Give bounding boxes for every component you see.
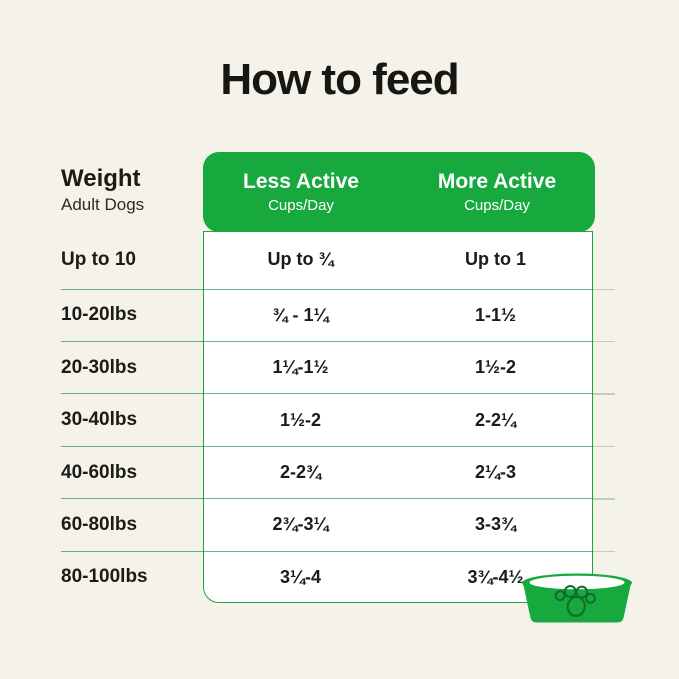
table-row: 80-100lbs 3¼-4 3¾-4½ <box>61 552 593 603</box>
less-active-cell: ¾ - 1¼ <box>272 304 329 325</box>
table-row: 60-80lbs 2¾-3¼ 3-3¾ <box>61 499 615 553</box>
table-rows: Up to 10 Up to ¾ Up to 1 10-20lbs ¾ - 1¼… <box>61 231 615 603</box>
weight-header-subtitle: Adult Dogs <box>61 195 145 215</box>
less-active-units: Cups/Day <box>268 196 334 214</box>
dog-bowl-paw-icon <box>516 573 638 632</box>
table-row: 20-30lbs 1¼-1½ 1½-2 <box>61 342 615 396</box>
more-active-cell: 1½-2 <box>474 357 517 378</box>
less-active-cell: 1½-2 <box>279 409 322 430</box>
more-active-cell: 2¼-3 <box>474 462 517 482</box>
weight-cell: 20-30lbs <box>61 356 138 378</box>
less-active-cell: 2-2¾ <box>279 462 322 482</box>
page-title: How to feed <box>220 55 459 104</box>
table-row: 40-60lbs 2-2¾ 2¼-3 <box>61 447 615 500</box>
weight-cell: 40-60lbs <box>61 461 138 483</box>
weight-cell: 60-80lbs <box>61 513 138 535</box>
table-row: Up to 10 Up to ¾ Up to 1 <box>61 231 615 290</box>
more-active-units: Cups/Day <box>464 196 530 214</box>
table-body-background <box>203 231 593 603</box>
table-row: 30-40lbs 1½-2 2-2¼ <box>61 394 615 448</box>
more-active-cell: 1-1½ <box>474 304 517 325</box>
less-active-cell: 2¾-3¼ <box>272 514 329 535</box>
less-active-label: Less Active <box>243 170 359 194</box>
less-active-cell: Up to ¾ <box>267 249 334 270</box>
weight-cell: 10-20lbs <box>61 304 138 326</box>
less-active-cell: 1¼-1½ <box>272 357 329 378</box>
more-active-cell: 3-3¾ <box>474 514 517 535</box>
weight-cell: 30-40lbs <box>61 409 138 431</box>
more-active-cell: Up to 1 <box>465 249 526 270</box>
more-active-cell: 2-2¼ <box>474 409 517 430</box>
table-header: Less Active Cups/Day More Active Cups/Da… <box>203 152 595 232</box>
more-active-header: More Active Cups/Day <box>399 170 595 213</box>
less-active-header: Less Active Cups/Day <box>203 170 399 213</box>
less-active-cell: 3¼-4 <box>279 566 322 587</box>
weight-header-title: Weight <box>61 165 141 192</box>
weight-column-header: Weight Adult Dogs <box>61 166 144 215</box>
more-active-cell: 3¾-4½ <box>467 566 524 587</box>
more-active-label: More Active <box>437 170 557 194</box>
weight-cell: 80-100lbs <box>61 566 148 588</box>
weight-cell: Up to 10 <box>61 248 136 270</box>
table-row: 10-20lbs ¾ - 1¼ 1-1½ <box>61 290 615 343</box>
